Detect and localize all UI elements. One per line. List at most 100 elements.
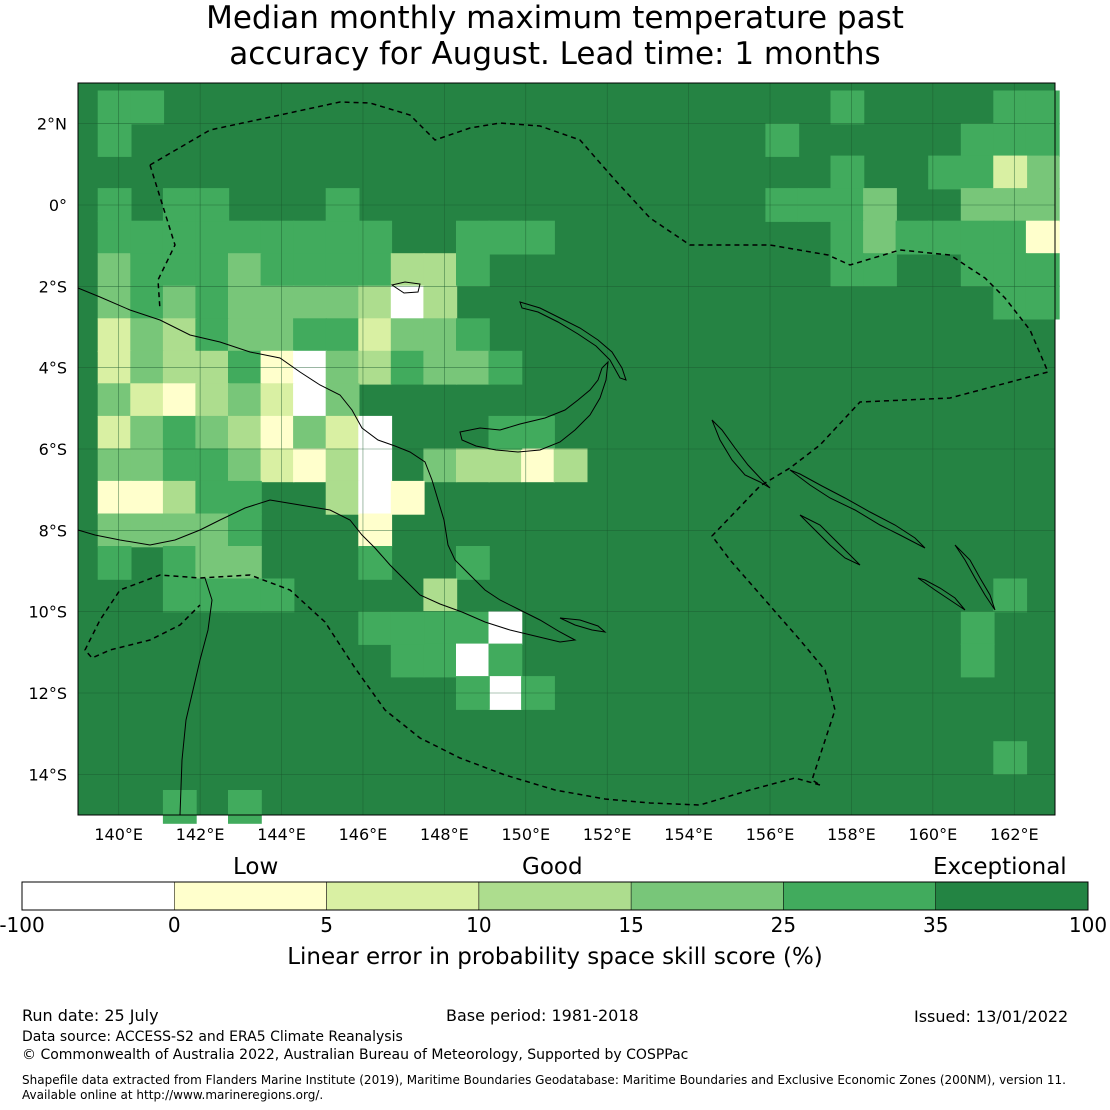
skill-cell [228,285,262,320]
skill-cell [325,480,360,515]
map-area [77,82,1060,824]
skill-cell [162,383,197,418]
colorbar-tick-label: -100 [0,913,45,937]
longitude-tick-label: 156°E [746,825,795,844]
skill-cell [162,285,197,320]
colorbar-tick-label: 0 [168,913,181,937]
skill-cell [97,253,132,287]
skill-cell [960,155,995,190]
coastline-bougainville [711,419,771,489]
skill-cell [293,318,327,353]
skill-cell [830,90,865,125]
skill-cell [423,285,458,320]
skill-cell [130,318,165,353]
longitude-tick-label: 150°E [501,825,550,844]
skill-cell [260,415,295,450]
skill-cell [228,578,262,613]
skill-cell [195,383,230,418]
skill-cell [325,220,360,255]
coastline-solomons-2 [799,514,861,566]
skill-cell [228,253,262,287]
skill-cell [228,383,262,418]
coastline-new-guinea-north [77,287,577,643]
skill-cell [162,480,197,515]
skill-cell [97,285,132,320]
longitude-labels: 140°E 142°E 144°E 146°E 148°E 150°E 152°E 154°E… [94,825,1038,844]
skill-cell [423,253,458,287]
latitude-tick-label: 12°S [28,684,67,703]
skill-cell [521,415,555,450]
skill-cell [260,285,295,320]
colorbar-category-low: Low [233,854,279,880]
skill-cell [130,480,165,515]
skill-cell [228,415,262,450]
colorbar-tick-label: 25 [771,913,796,937]
skill-cell [928,155,962,190]
skill-cell [521,220,555,255]
skill-cell [228,220,262,255]
longitude-tick-label: 154°E [664,825,713,844]
skill-cell [1025,285,1060,320]
skill-cell [456,253,490,287]
skill-cell [260,220,295,255]
coastline-solomons-1 [789,469,926,549]
gridlines [78,83,1055,815]
longitude-tick-label: 148°E [420,825,469,844]
colorbar-segment [478,881,632,911]
skill-cell [325,285,360,320]
coastline-new-ireland [519,301,627,381]
latitude-tick-label: 2°N [37,115,67,134]
skill-cell [97,415,132,450]
colorbar-tick-label: 5 [320,913,333,937]
skill-cell [488,448,523,483]
skill-cell [228,480,262,515]
colorbar-tick-label: 35 [923,913,948,937]
skill-cell [97,90,132,125]
skill-cell [162,253,197,287]
skill-cell [358,318,393,353]
skill-cell [423,643,458,678]
skill-cell [423,578,458,613]
skill-cell [195,220,230,255]
skill-cell [488,611,523,645]
colorbar-segment [326,881,480,911]
coastline-manus [390,281,421,294]
skill-cell [130,253,165,287]
skill-cell [390,643,425,678]
skill-cell [895,220,930,255]
skill-cell [863,253,897,287]
skill-cell [325,448,360,483]
skill-cell [960,611,995,645]
coastline-solomons-3 [917,577,966,611]
latitude-tick-label: 10°S [28,603,67,622]
skill-cell [358,611,393,645]
latitude-tick-label: 2°S [39,277,67,296]
skill-cell [130,448,165,483]
longitude-tick-label: 158°E [827,825,876,844]
latitude-tick-label: 6°S [39,440,67,459]
shapefile-credit-line-2: Available online at http://www.marinereg… [22,1088,324,1102]
skill-cell [97,448,132,483]
skill-cell [960,220,995,255]
skill-cell [358,448,393,483]
skill-cell [358,480,393,515]
map-title-line-1: Median monthly maximum temperature past [206,0,904,36]
skill-cell [130,90,165,125]
skill-cell [228,546,262,580]
skill-cell [960,643,995,678]
colorbar-segment [935,881,1089,911]
skill-cell [325,253,360,287]
skill-cell [97,546,132,580]
skill-cell [195,480,230,515]
skill-cell [765,123,800,157]
skill-cell [97,123,132,157]
skill-cell [456,448,490,483]
skill-cell [1025,90,1060,125]
skill-cell [1025,155,1060,190]
skill-cell [260,383,295,418]
coastlines [77,281,996,816]
skill-cell [1025,253,1060,287]
shapefile-credit-line-1: Shapefile data extracted from Flanders M… [22,1073,1066,1087]
skill-cell [456,643,490,678]
